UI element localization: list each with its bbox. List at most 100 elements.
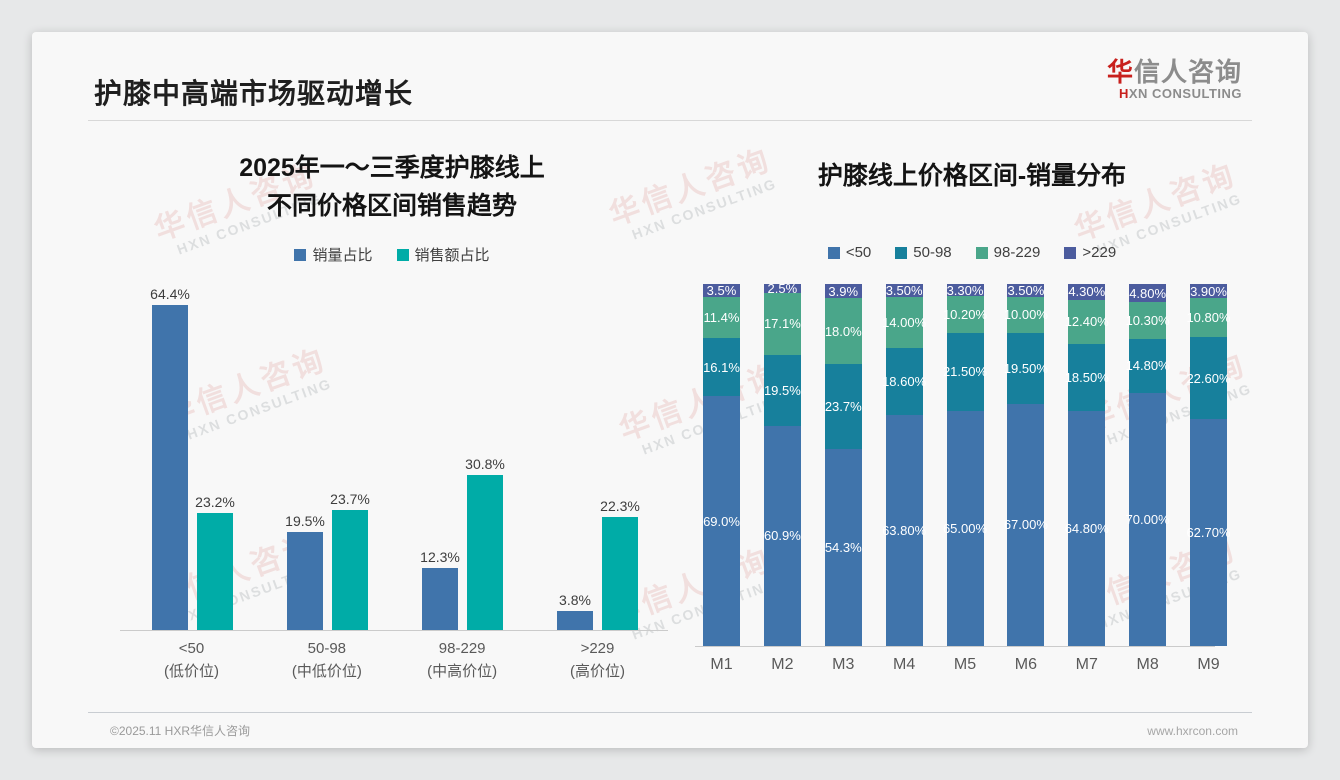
right-chart-title: 护膝线上价格区间-销量分布 [817,162,1127,190]
bar-column: 19.5% [285,512,325,630]
legend-item: 销量占比 [294,244,373,265]
month-label: M1 [710,656,733,673]
stack-segment: 64.80% [1065,411,1109,646]
segment-value-label: 10.20% [942,306,988,322]
segment-value-label: 65.00% [942,520,988,536]
segment-value-label: 11.4% [703,309,740,325]
stack-segment: 62.70% [1186,419,1231,646]
month-label: M8 [1136,656,1159,673]
stack-segment: 63.80% [882,415,926,646]
bar-group: 12.3% 30.8% [420,455,505,630]
slide-card: 华信人咨询 HXN CONSULTING 华信人咨询 HXN CONSULTING 华信… [32,32,1308,748]
right-x-axis-labels: M1 M2 M3 M4 M5 M6 M7 M8 M9 [703,656,1227,674]
x-axis-label-tier: (中低价位) [291,662,362,680]
stack-segment: 3.30% [946,283,984,298]
bar [422,567,458,630]
legend-item: <50 [827,244,871,261]
segment-value-label: 63.80% [882,523,927,538]
month-label: M6 [1014,656,1037,673]
stack-segment: 18.0% [824,298,862,364]
stack-column: 4.30% 12.40% 18.50% 64.80% [1065,283,1109,646]
stack-column: 3.90% 10.80% 22.60% 62.70% [1186,283,1231,646]
stack-segment: 70.00% [1126,392,1170,646]
logo-en-text: HXN CONSULTING [1118,85,1242,101]
segment-value-label: 16.1% [703,359,740,375]
segment-value-label: 19.5% [763,382,801,398]
month-label: M2 [771,656,794,673]
bar-group: 3.8% 22.3% [557,498,640,630]
x-axis-label: >229 (高价位) [542,638,653,683]
x-axis-label-tier: (中高价位) [427,662,498,680]
stack-segment: 18.60% [882,347,926,415]
left-chart-title-line2: 不同价格区间销售趋势 [266,191,517,220]
stack-segment: 14.00% [882,297,926,348]
month-label: M9 [1197,656,1220,673]
header-divider [88,120,1252,121]
bar-column: 64.4% [150,285,190,630]
segment-value-label: 3.90% [1190,283,1227,299]
bar-column: 30.8% [465,455,505,630]
bar-value-label: 22.3% [600,498,640,515]
segment-value-label: 3.5% [706,282,737,298]
segment-value-label: 18.60% [882,373,927,389]
bar-value-label: 64.4% [150,285,190,302]
x-axis-label: 50-98 (中低价位) [271,638,382,683]
right-chart-plot: 3.5% 11.4% 16.1% 69.0% 2.5% 17.1% 19.5% 60.9% 3.… [703,280,1231,646]
bar-group: 19.5% 23.7% [285,491,370,630]
month-label: M7 [1075,656,1098,673]
logo-cn-text: 华信人咨询 [1106,57,1242,87]
stack-segment: 16.1% [703,337,740,397]
legend-label: 销售额占比 [414,247,490,264]
segment-value-label: 3.50% [885,283,923,299]
bar-value-label: 23.7% [330,491,370,508]
legend-swatch [827,246,840,259]
month-label: M4 [893,656,916,673]
legend-swatch [975,246,988,259]
segment-value-label: 2.5% [767,280,798,296]
stack-segment: 21.50% [943,332,987,411]
stack-segment: 19.50% [1004,332,1048,404]
stack-segment: 10.20% [943,296,987,333]
left-x-axis-line [120,630,668,631]
stack-segment: 4.30% [1068,283,1106,300]
stack-segment: 10.00% [1004,296,1048,333]
bar-value-label: 23.2% [195,493,235,510]
stack-segment: 4.80% [1129,284,1167,302]
stack-segment: 17.1% [763,293,801,355]
stack-segment: 22.60% [1186,337,1231,419]
bar-value-label: 3.8% [559,591,591,608]
footer-divider [88,712,1252,713]
stack-segment: 14.80% [1126,339,1170,393]
x-axis-label-range: 98-229 [438,640,486,657]
stack-column: 3.30% 10.20% 21.50% 65.00% [943,283,987,646]
stack-segment: 11.4% [703,296,740,338]
legend-item: >229 [1064,244,1116,261]
legend-label: 98-229 [993,244,1041,261]
page-title: 护膝中高端市场驱动增长 [94,78,414,109]
legend-swatch [895,246,908,259]
segment-value-label: 54.3% [824,540,862,556]
legend-item: 98-229 [975,244,1041,261]
stack-column: 3.50% 10.00% 19.50% 67.00% [1004,283,1048,646]
segment-value-label: 18.0% [824,323,862,339]
left-chart-title-line1: 2025年一～三季度护膝线上 [239,154,545,182]
x-axis-label: <50 (低价位) [136,638,247,683]
legend-label: 50-98 [913,244,952,261]
stack-segment: 10.80% [1186,298,1231,338]
bar-value-label: 19.5% [285,512,325,529]
bar [332,510,368,630]
bar [602,517,638,630]
stack-segment: 3.50% [1007,283,1045,298]
bar [557,610,593,630]
bar-value-label: 30.8% [465,455,505,472]
stack-segment: 69.0% [703,396,740,646]
bar [287,531,323,630]
stack-segment: 10.30% [1126,301,1170,340]
bar [152,304,188,630]
left-chart-plot: 64.4% 23.2% 19.5% 23.7% 12.3% 30.8% 3.8% 22.3% [150,280,640,630]
bar-group: 64.4% 23.2% [150,285,235,630]
bar-column: 12.3% [420,549,460,630]
legend-item: 销售额占比 [396,244,490,265]
x-axis-label-range: >229 [580,640,615,657]
segment-value-label: 60.9% [763,528,801,544]
